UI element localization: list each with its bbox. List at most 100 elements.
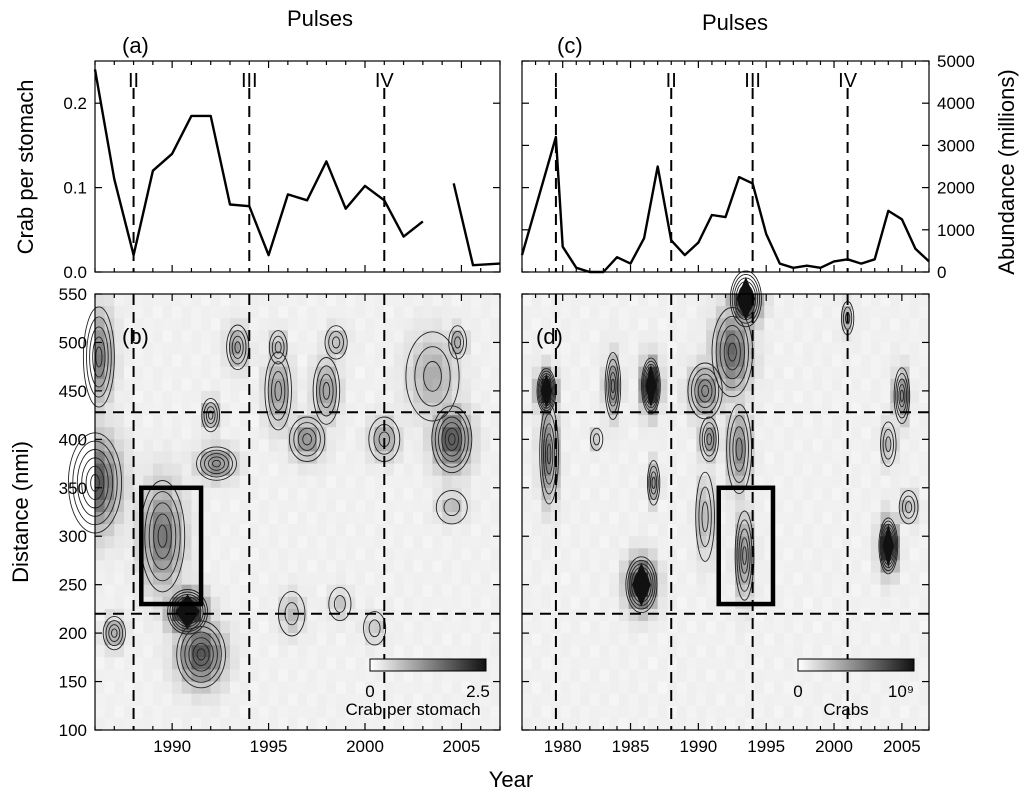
heatmap-cell-d bbox=[793, 633, 804, 646]
contour-line-b bbox=[448, 325, 467, 360]
heatmap-cell-b bbox=[172, 572, 183, 586]
heatmap-cell-d bbox=[715, 657, 727, 671]
hotspot-peak-d bbox=[540, 373, 553, 409]
heatmap-cell-d bbox=[541, 499, 552, 513]
heatmap-cell-b bbox=[490, 487, 501, 501]
heatmap-cell-b bbox=[123, 451, 135, 465]
heatmap-cell-d bbox=[589, 560, 601, 574]
heatmap-cell-b bbox=[471, 536, 482, 549]
heatmap-cell-b bbox=[162, 536, 173, 549]
heatmap-cell-d bbox=[677, 524, 688, 537]
heatmap-cell-d bbox=[657, 354, 668, 368]
heatmap-cell-b bbox=[249, 354, 260, 368]
heatmap-cell-b bbox=[384, 681, 395, 695]
heatmap-cell-b bbox=[258, 390, 270, 404]
heatmap-cell-d bbox=[570, 584, 581, 598]
heatmap-cell-d bbox=[531, 584, 542, 598]
heatmap-cell-b bbox=[172, 294, 183, 307]
heatmap-cell-d bbox=[783, 499, 794, 513]
heatmap-cell-b bbox=[201, 330, 212, 344]
heatmap-cell-d bbox=[822, 427, 833, 440]
heatmap-cell-b bbox=[413, 524, 424, 537]
heatmap-cell-d bbox=[706, 403, 717, 416]
heatmap-cell-b bbox=[220, 451, 231, 465]
heatmap-cell-d bbox=[570, 439, 581, 453]
heatmap-cell-d bbox=[773, 693, 785, 707]
heatmap-cell-b bbox=[422, 487, 434, 501]
heatmap-cell-b bbox=[230, 439, 241, 453]
heatmap-cell-b bbox=[95, 657, 106, 671]
heatmap-cell-d bbox=[618, 633, 630, 646]
heatmap-cell-b bbox=[104, 451, 115, 465]
heatmap-cell-d bbox=[541, 669, 552, 683]
heatmap-cell-b bbox=[239, 524, 250, 537]
heatmap-cell-d bbox=[618, 681, 630, 695]
heatmap-cell-d bbox=[696, 705, 707, 719]
heatmap-cell-d bbox=[822, 705, 833, 719]
heatmap-cell-b bbox=[201, 693, 212, 707]
heatmap-cell-b bbox=[461, 378, 472, 392]
heatmap-cell-b bbox=[393, 621, 405, 634]
heatmap-cell-b bbox=[287, 560, 299, 574]
heatmap-cell-b bbox=[230, 390, 241, 404]
heatmap-cell-d bbox=[531, 717, 542, 731]
heatmap-cell-b bbox=[393, 560, 405, 574]
heatmap-cell-d bbox=[599, 657, 610, 671]
heatmap-cell-b bbox=[123, 366, 135, 380]
heatmap-cell-d bbox=[541, 657, 552, 671]
heatmap-cell-d bbox=[599, 512, 610, 525]
heatmap-cell-b bbox=[249, 403, 260, 416]
heatmap-cell-b bbox=[365, 548, 376, 562]
heatmap-cell-b bbox=[287, 681, 299, 695]
heatmap-cell-b bbox=[326, 572, 337, 586]
heatmap-cell-b bbox=[181, 572, 193, 586]
y-tick-label-b: 150 bbox=[59, 673, 87, 692]
heatmap-cell-b bbox=[336, 693, 347, 707]
heatmap-cell-b bbox=[365, 524, 376, 537]
heatmap-cell-b bbox=[95, 572, 106, 586]
heatmap-cell-b bbox=[384, 378, 395, 392]
heatmap-cell-b bbox=[258, 693, 270, 707]
heatmap-cell-d bbox=[793, 330, 804, 344]
heatmap-cell-d bbox=[580, 439, 591, 453]
heatmap-cell-d bbox=[686, 342, 698, 356]
heatmap-cells-b bbox=[95, 294, 501, 731]
heatmap-cell-d bbox=[754, 536, 765, 549]
heatmap-cell-d bbox=[735, 512, 746, 525]
heatmap-cell-d bbox=[589, 427, 601, 440]
contour-line-d bbox=[701, 384, 709, 397]
heatmap-cell-d bbox=[522, 512, 533, 525]
heatmap-cell-b bbox=[403, 717, 414, 731]
heatmap-cell-d bbox=[764, 463, 775, 477]
heatmap-cell-b bbox=[287, 524, 299, 537]
heatmap-cell-d bbox=[735, 330, 746, 344]
heatmap-cell-d bbox=[677, 451, 688, 465]
heatmap-cell-d bbox=[580, 560, 591, 574]
heatmap-cell-b bbox=[249, 669, 260, 683]
heatmap-cell-b bbox=[201, 475, 212, 489]
pulse-label: III bbox=[241, 70, 258, 92]
heatmap-cell-b bbox=[201, 572, 212, 586]
heatmap-cell-b bbox=[297, 439, 308, 453]
heatmap-cell-d bbox=[599, 475, 610, 489]
heatmap-cell-d bbox=[890, 512, 901, 525]
heatmap-cell-b bbox=[316, 572, 328, 586]
heatmap-cell-d bbox=[812, 354, 823, 368]
heatmap-cell-b bbox=[326, 378, 337, 392]
heatmap-cell-b bbox=[258, 415, 270, 428]
y-tick-label-c: 1000 bbox=[937, 221, 975, 240]
heatmap-cell-b bbox=[336, 584, 347, 598]
heatmap-cell-b bbox=[490, 560, 501, 574]
heatmap-cell-d bbox=[783, 572, 794, 586]
contour-line-d bbox=[732, 426, 746, 472]
heatmap-cell-d bbox=[570, 318, 581, 331]
heatmap-cell-b bbox=[172, 342, 183, 356]
heatmap-cell-b bbox=[278, 608, 289, 622]
heatmap-cell-b bbox=[451, 306, 463, 319]
heatmap-cell-d bbox=[899, 524, 911, 537]
heatmap-cell-d bbox=[909, 475, 920, 489]
heatmap-cell-d bbox=[551, 390, 562, 404]
contour-line-b bbox=[111, 628, 118, 638]
heatmap-cell-d bbox=[851, 342, 862, 356]
heatmap-cell-b bbox=[422, 403, 434, 416]
